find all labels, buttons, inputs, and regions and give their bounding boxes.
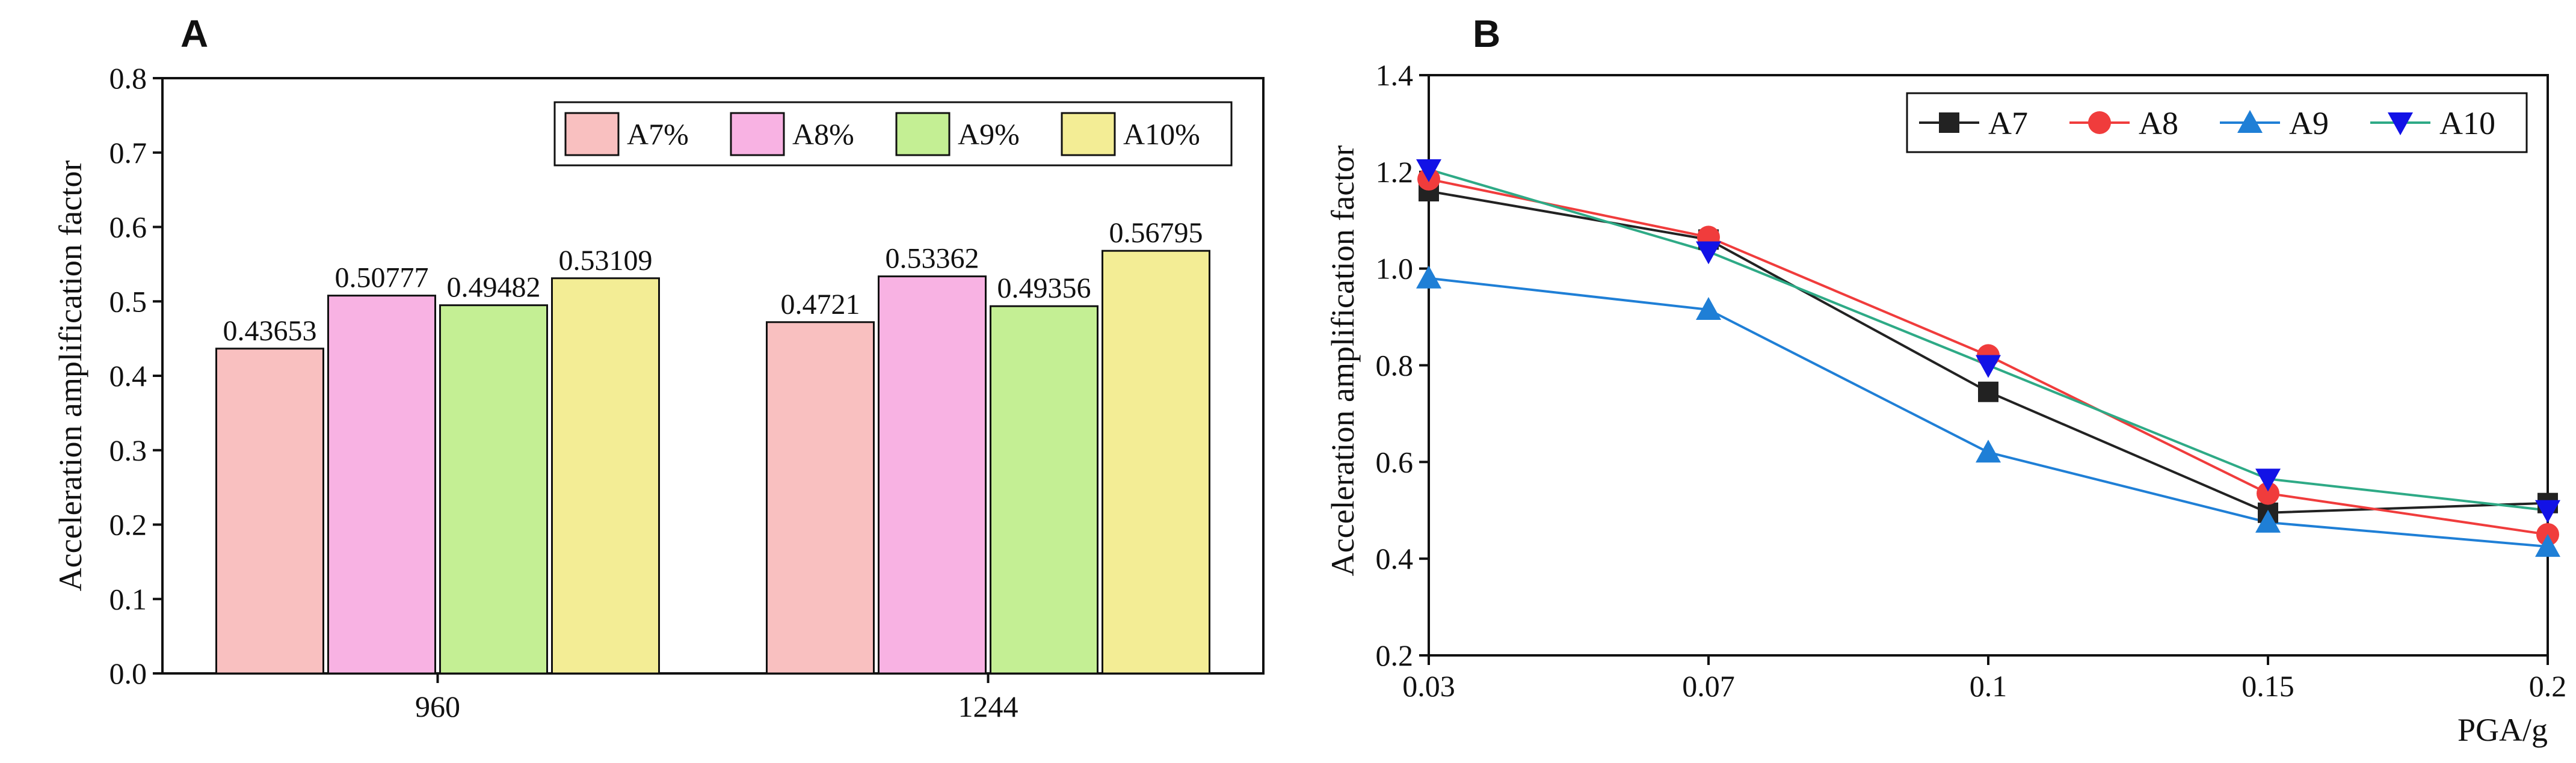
- panel-a-legend-label: A10%: [1123, 117, 1200, 151]
- panel-a-y-tick-label: 0.8: [109, 61, 147, 95]
- panel-b-legend-label: A9: [2289, 105, 2329, 141]
- panel-a-legend-label: A9%: [958, 117, 1020, 151]
- panel-b-legend: A7 A8 A9 A10: [1906, 92, 2528, 153]
- panel-a-bar-value-label: 0.49482: [447, 272, 541, 304]
- panel-a-bar-chart: A 0.0 0.1 0.2 0.3 0.4 0.5 0.6 0.7 0.8 0.43653 0.5…: [52, 12, 1265, 723]
- panel-b-legend-marker: [1939, 112, 1959, 133]
- panel-a-y-tick-label: 0.3: [109, 434, 147, 467]
- panel-a-y-tick-label: 0.5: [109, 284, 147, 318]
- panel-a-legend-box: [553, 101, 1233, 167]
- panel-a-bar-value-label: 0.53362: [886, 243, 979, 275]
- panel-b-data-point: [1976, 355, 2001, 378]
- panel-b-data-point: [2257, 482, 2279, 505]
- panel-b-data-point: [1416, 265, 1441, 289]
- panel-a-legend-swatch: [564, 112, 620, 156]
- panel-b-series-line: [1428, 277, 2548, 548]
- panel-a-bar: [766, 321, 875, 675]
- panel-a-y-axis: 0.0 0.1 0.2 0.3 0.4 0.5 0.6 0.7 0.8: [109, 61, 162, 690]
- panel-b-data-point: [1696, 241, 1721, 265]
- panel-b-y-axis: 0.2 0.4 0.6 0.8 1.0 1.2 1.4: [1376, 58, 1429, 672]
- panel-a-legend-label: A7%: [627, 117, 689, 151]
- panel-a-bar-value-label: 0.56795: [1109, 217, 1203, 249]
- panel-b-y-tick-label: 1.2: [1376, 155, 1414, 189]
- panel-b-data-point: [2535, 500, 2560, 523]
- panel-b-data-point: [1416, 159, 1441, 182]
- panel-a-legend-swatch: [730, 112, 785, 156]
- panel-b-line-chart: B 0.20.40.60.81.01.21.4 0.03 0.07 0.1 0.15 0…: [1325, 12, 2566, 748]
- panel-b-data-point: [1696, 297, 1721, 320]
- panel-b-data-point: [1978, 381, 1998, 402]
- panel-a-y-tick-label: 0.0: [109, 657, 147, 690]
- panel-b-x-tick-label: 0.15: [2242, 669, 2294, 703]
- panel-a-y-tick-label: 0.4: [109, 359, 147, 393]
- panel-a-y-tick-label: 0.1: [109, 582, 147, 616]
- panel-a-letter: A: [180, 12, 208, 55]
- panel-a-x-tick-label: 960: [415, 690, 460, 723]
- panel-a-bar: [1102, 250, 1210, 675]
- panel-a-x-tick-label: 1244: [958, 690, 1018, 723]
- panel-b-letter: B: [1473, 12, 1500, 55]
- panel-a-bar: [990, 305, 1098, 675]
- panel-b-data-point: [1976, 440, 2001, 463]
- panel-a-bar-value-label: 0.49356: [997, 272, 1091, 304]
- panel-a-bar-value-label: 0.50777: [335, 262, 429, 294]
- panel-a-bar: [327, 295, 436, 675]
- panel-a-legend: A7% A8% A9% A10%: [553, 101, 1233, 167]
- panel-a-legend-swatch: [895, 112, 951, 156]
- panel-b-x-axis: 0.03 0.07 0.1 0.15 0.2: [1402, 655, 2566, 703]
- panel-b-series: [1416, 159, 2560, 557]
- panel-b-data-point: [2255, 509, 2281, 533]
- panel-b-x-tick-label: 0.03: [1402, 669, 1455, 703]
- panel-a-bar-value-label: 0.53109: [559, 245, 653, 277]
- panel-b-data-point: [2255, 468, 2281, 492]
- panel-b-legend-label: A10: [2439, 105, 2495, 141]
- panel-b-legend-marker: [2388, 112, 2413, 135]
- panel-b-y-tick-label: 0.2: [1376, 639, 1414, 672]
- panel-b-y-tick-label: 0.8: [1376, 349, 1414, 382]
- panel-b-legend-marker: [2088, 111, 2111, 134]
- panel-b-x-tick-label: 0.07: [1682, 669, 1735, 703]
- panel-b-x-axis-label: PGA/g: [2457, 712, 2548, 748]
- panel-a-bar-value-label: 0.4721: [781, 289, 860, 320]
- panel-b-legend-marker: [2237, 110, 2263, 133]
- panel-b-y-tick-label: 0.6: [1376, 445, 1414, 479]
- panel-b-data-point: [2535, 534, 2560, 557]
- panel-b-x-tick-label: 0.2: [2529, 669, 2567, 703]
- panel-b-legend-label: A7: [1988, 105, 2028, 141]
- panel-b-legend-label: A8: [2139, 105, 2178, 141]
- panel-a-bar: [878, 275, 987, 675]
- panel-b-y-tick-label: 1.0: [1376, 252, 1414, 286]
- panel-a-y-tick-label: 0.2: [109, 508, 147, 542]
- panel-a-bar-value-label: 0.43653: [223, 315, 317, 347]
- panel-a-bars: 0.43653 0.50777 0.49482 0.53109 0.4721 0.5336…: [215, 217, 1210, 675]
- panel-b-x-tick-label: 0.1: [1970, 669, 2007, 703]
- panel-b-y-axis-label: Acceleration amplification factor: [1325, 146, 1361, 577]
- panel-a-legend-label: A8%: [792, 117, 854, 151]
- panel-a-y-tick-label: 0.7: [109, 136, 147, 170]
- panel-a-bar: [551, 277, 660, 675]
- panel-a-bar: [215, 348, 324, 675]
- panel-a-y-axis-label: Acceleration amplification factor: [52, 161, 88, 592]
- panel-a-y-tick-label: 0.6: [109, 210, 147, 244]
- panel-a-bar: [439, 304, 548, 675]
- panel-b-y-tick-label: 0.4: [1376, 542, 1414, 575]
- panel-a-legend-swatch: [1061, 112, 1116, 156]
- panel-b-y-tick-label: 1.4: [1376, 58, 1414, 92]
- panel-a-x-axis: 960 1244: [415, 673, 1018, 723]
